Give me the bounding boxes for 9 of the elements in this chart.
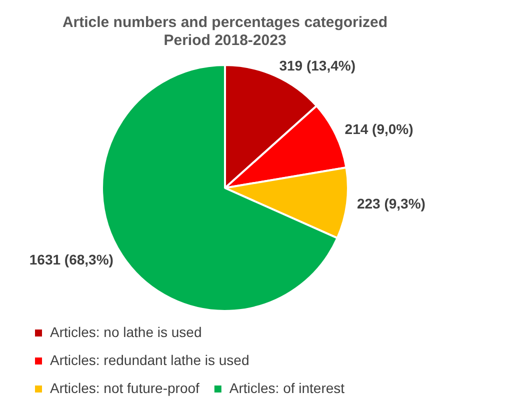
- data-label: 1631 (68,3%): [29, 251, 114, 268]
- data-label: 319 (13,4%): [279, 57, 356, 74]
- data-label: 214 (9,0%): [344, 121, 414, 138]
- legend-label: Articles: no lathe is used: [50, 324, 202, 340]
- legend-label: Articles: of interest: [229, 380, 345, 396]
- data-label: 223 (9,3%): [356, 196, 426, 212]
- chart-title: Article numbers and percentages categorized Period 2018-2023: [62, 14, 388, 50]
- legend-label: Articles: redundant lathe is used: [50, 352, 250, 368]
- legend-label: Articles: not future-proof: [50, 380, 200, 396]
